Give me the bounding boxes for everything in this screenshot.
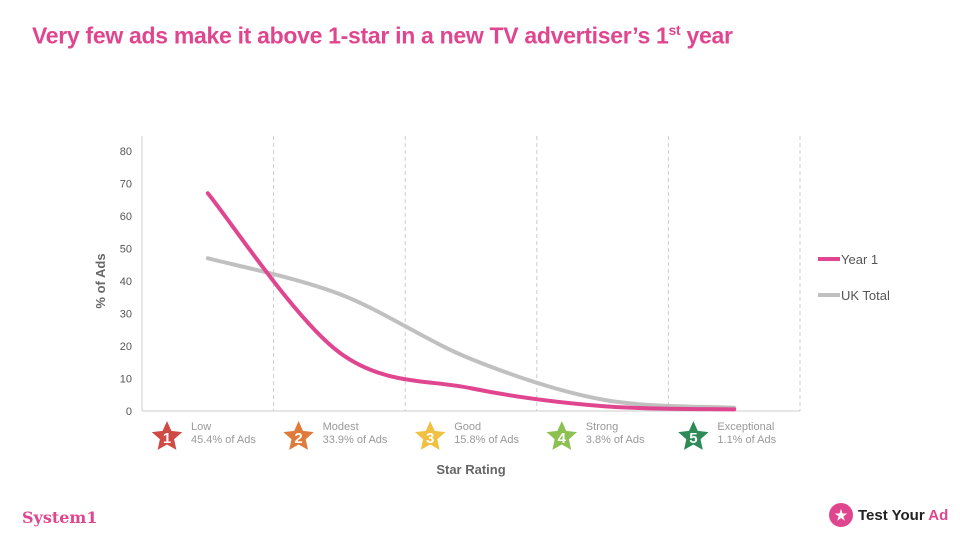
category-share: 45.4% of Ads — [191, 434, 256, 446]
y-tick-label: 40 — [120, 276, 132, 288]
category-name: Modest — [322, 421, 359, 433]
category-name: Exceptional — [717, 421, 775, 433]
category-name: Good — [454, 421, 482, 433]
star-rating-icon — [678, 421, 709, 450]
category-name: Strong — [585, 421, 619, 433]
y-tick-label: 80 — [120, 146, 132, 158]
y-axis-label: % of Ads — [93, 253, 108, 308]
star-icon: ★ — [829, 503, 853, 527]
star-number: 5 — [689, 430, 697, 447]
y-tick-label: 0 — [126, 406, 132, 418]
category-label: Modest 33.9% of Ads — [323, 421, 388, 447]
page-title: Very few ads make it above 1-star in a n… — [32, 22, 733, 49]
star-rating-icon — [151, 421, 183, 450]
star-rating-icon — [546, 421, 577, 450]
legend-label: Year 1 — [841, 252, 878, 267]
category-label: Strong 3.8% of Ads — [586, 421, 645, 447]
y-tick-label: 20 — [120, 341, 132, 353]
system1-logo: System1 — [22, 508, 98, 527]
category-name: Low — [191, 421, 212, 433]
category-label: Low 45.4% of Ads — [191, 421, 256, 447]
legend-label: UK Total — [841, 288, 890, 303]
y-tick-label: 70 — [120, 179, 132, 191]
category-label: Exceptional 1.1% of Ads — [717, 421, 776, 447]
star-number: 3 — [426, 430, 434, 447]
y-tick-label: 60 — [120, 211, 132, 223]
star-rating-icon — [283, 421, 314, 450]
series-line-year-1 — [205, 191, 737, 412]
star-number: 1 — [163, 430, 171, 447]
category-share: 33.9% of Ads — [322, 434, 388, 446]
star-number: 4 — [558, 430, 567, 447]
star-number: 2 — [294, 430, 302, 447]
star-rating-icon — [415, 421, 446, 450]
test-your-ad-logo: ★ Test Your Ad — [829, 503, 948, 527]
category-share: 1.1% of Ads — [717, 434, 777, 446]
y-tick-label: 50 — [120, 244, 132, 256]
category-share: 3.8% of Ads — [585, 434, 645, 446]
x-axis-label: Star Rating — [436, 462, 505, 477]
category-share: 15.8% of Ads — [454, 434, 520, 446]
y-tick-label: 10 — [120, 374, 132, 386]
category-label: Good 15.8% of Ads — [454, 421, 519, 447]
series-line-uk-total — [205, 256, 737, 410]
y-tick-label: 30 — [120, 309, 132, 321]
